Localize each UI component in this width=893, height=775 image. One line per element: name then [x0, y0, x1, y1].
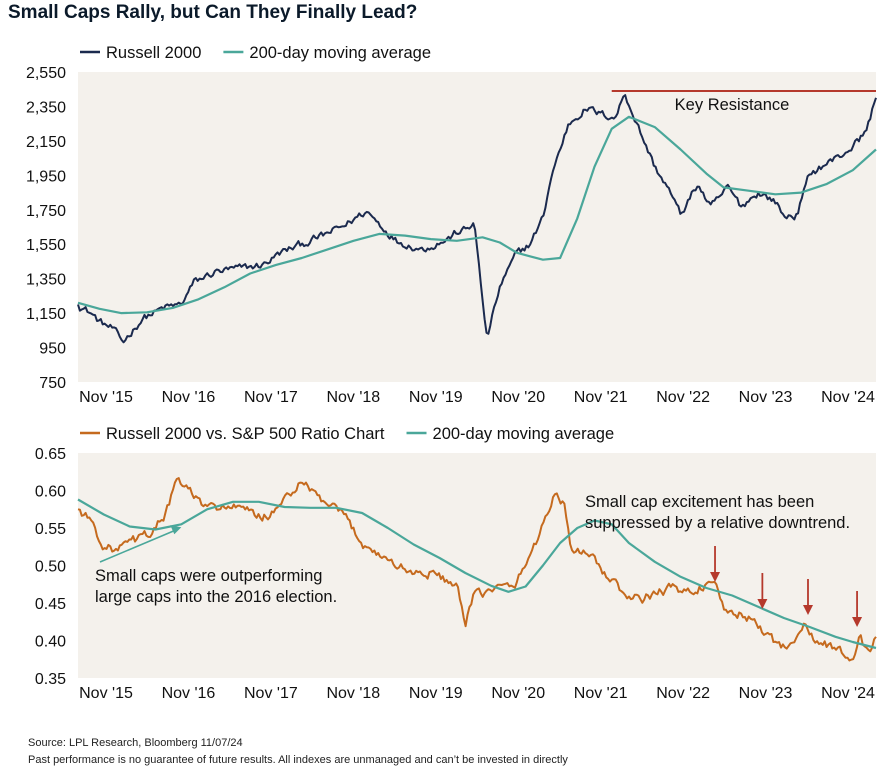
p1-y-tick-label: 2,150: [26, 134, 66, 151]
p1-x-tick-label: Nov '24: [821, 389, 875, 406]
p1-y-tick-label: 1,750: [26, 203, 66, 220]
p2-plot-background: [78, 453, 876, 678]
p1-x-tick-label: Nov '16: [162, 389, 216, 406]
p2-x-tick-label: Nov '18: [326, 685, 380, 702]
p1-x-tick-label: Nov '23: [739, 389, 793, 406]
p2-x-tick-label: Nov '19: [409, 685, 463, 702]
source-note: Source: LPL Research, Bloomberg 11/07/24: [28, 737, 243, 749]
downtrend-arrow-head-2: [757, 599, 768, 609]
p1-plot-background: [78, 72, 876, 382]
outperforming-note-line-2: large caps into the 2016 election.: [95, 588, 337, 606]
p2-y-tick-label: 0.60: [35, 484, 66, 501]
p2-legend-label-main: Russell 2000 vs. S&P 500 Ratio Chart: [106, 425, 385, 443]
p1-y-tick-label: 1,550: [26, 237, 66, 254]
p1-y-tick-label: 1,350: [26, 272, 66, 289]
chart-title: Small Caps Rally, but Can They Finally L…: [8, 2, 418, 23]
p2-legend-label-moving-average: 200-day moving average: [433, 425, 615, 443]
disclaimer-note: Past performance is no guarantee of futu…: [28, 754, 568, 766]
downtrend-arrow-head-1: [710, 572, 721, 582]
p2-y-tick-label: 0.55: [35, 521, 66, 538]
p2-y-tick-label: 0.35: [35, 671, 66, 688]
p2-x-tick-label: Nov '15: [79, 685, 133, 702]
p1-series-line-main: [77, 94, 877, 344]
p2-x-tick-label: Nov '22: [656, 685, 710, 702]
p1-x-tick-label: Nov '20: [491, 389, 545, 406]
downtrend-arrow-head-4: [852, 617, 863, 627]
p1-y-tick-label: 1,150: [26, 306, 66, 323]
p1-legend-label-moving-average: 200-day moving average: [249, 44, 431, 62]
p2-y-tick-label: 0.50: [35, 559, 66, 576]
p2-y-tick-label: 0.45: [35, 596, 66, 613]
key-resistance-label: Key Resistance: [675, 96, 790, 114]
p2-x-tick-label: Nov '20: [491, 685, 545, 702]
p1-x-tick-label: Nov '15: [79, 389, 133, 406]
outperforming-arrow-head: [170, 525, 182, 535]
p1-x-tick-label: Nov '17: [244, 389, 298, 406]
downtrend-note-line-1: Small cap excitement has been: [585, 493, 814, 511]
downtrend-note-line-2: suppressed by a relative downtrend.: [585, 514, 850, 532]
p1-x-tick-label: Nov '21: [574, 389, 628, 406]
p2-y-tick-label: 0.65: [35, 446, 66, 463]
p1-y-tick-label: 950: [39, 341, 66, 358]
outperforming-note-line-1: Small caps were outperforming: [95, 567, 322, 585]
p1-y-tick-label: 2,350: [26, 99, 66, 116]
p2-x-tick-label: Nov '21: [574, 685, 628, 702]
p2-series-line-moving-average: [77, 498, 877, 650]
p1-y-tick-label: 2,550: [26, 65, 66, 82]
p1-y-tick-label: 750: [39, 375, 66, 392]
p1-x-tick-label: Nov '18: [326, 389, 380, 406]
p1-x-tick-label: Nov '22: [656, 389, 710, 406]
p1-series-line-moving-average: [77, 115, 877, 315]
p2-x-tick-label: Nov '17: [244, 685, 298, 702]
p2-x-tick-label: Nov '24: [821, 685, 875, 702]
p2-x-tick-label: Nov '23: [739, 685, 793, 702]
p2-series-line-main: [77, 477, 877, 662]
outperforming-arrow-shaft: [99, 529, 176, 563]
p1-y-tick-label: 1,950: [26, 168, 66, 185]
p1-legend-label-main: Russell 2000: [106, 44, 201, 62]
p1-x-tick-label: Nov '19: [409, 389, 463, 406]
p2-x-tick-label: Nov '16: [162, 685, 216, 702]
downtrend-arrow-head-3: [802, 605, 813, 615]
p2-y-tick-label: 0.40: [35, 634, 66, 651]
